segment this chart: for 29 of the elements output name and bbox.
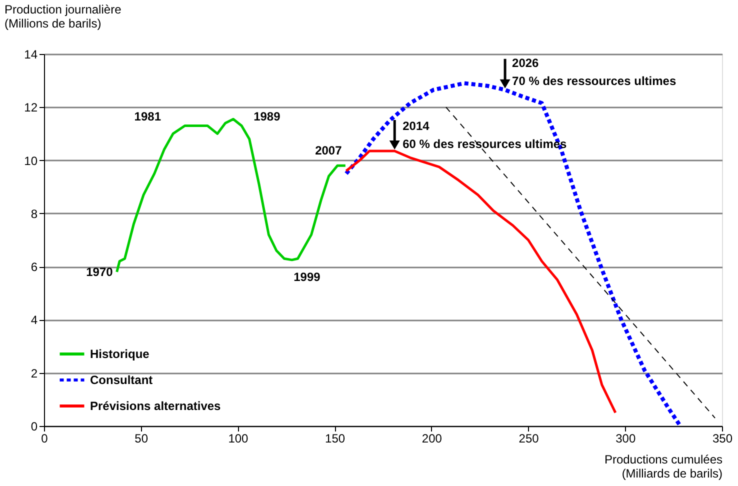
y-tick-label: 14 [24, 48, 38, 62]
y-tick-label: 8 [30, 206, 38, 221]
x-tick-label: 150 [325, 432, 346, 446]
legend-label: Prévisions alternatives [90, 399, 222, 413]
annotation: 1989 [254, 110, 281, 124]
y-tick-label: 12 [24, 100, 38, 115]
y-tick-label: 6 [30, 260, 38, 274]
y-axis-title: Production journalière (Millions de barils) [4, 2, 122, 30]
x-tick-label: 200 [422, 432, 442, 446]
x-tick-label: 350 [712, 432, 733, 446]
x-tick-label: 100 [228, 432, 249, 446]
annotation: 1999 [294, 270, 321, 284]
annotation: 1970 [86, 264, 114, 279]
x-axis-title: Productions cumulées (Milliards de barils) [604, 452, 723, 480]
annotation: 2014 60 % des ressources ultimes [402, 118, 568, 151]
y-tick-label: 4 [30, 313, 38, 328]
annotation: 2026 70 % des ressources ultimes [512, 56, 676, 88]
y-tick-label: 2 [30, 366, 38, 380]
x-tick-label: 300 [616, 432, 636, 446]
line-series [344, 150, 617, 414]
y-tick-label: 10 [24, 154, 38, 168]
x-tick-label: 0 [41, 432, 48, 446]
annotation: 1981 [134, 110, 162, 124]
y-tick-label: 0 [30, 420, 38, 434]
legend-label: Historique [90, 347, 150, 361]
legend-label: Consultant [90, 373, 153, 387]
annotation: 2007 [315, 144, 342, 158]
x-tick-label: 50 [134, 432, 148, 446]
x-tick-label: 250 [518, 432, 540, 446]
